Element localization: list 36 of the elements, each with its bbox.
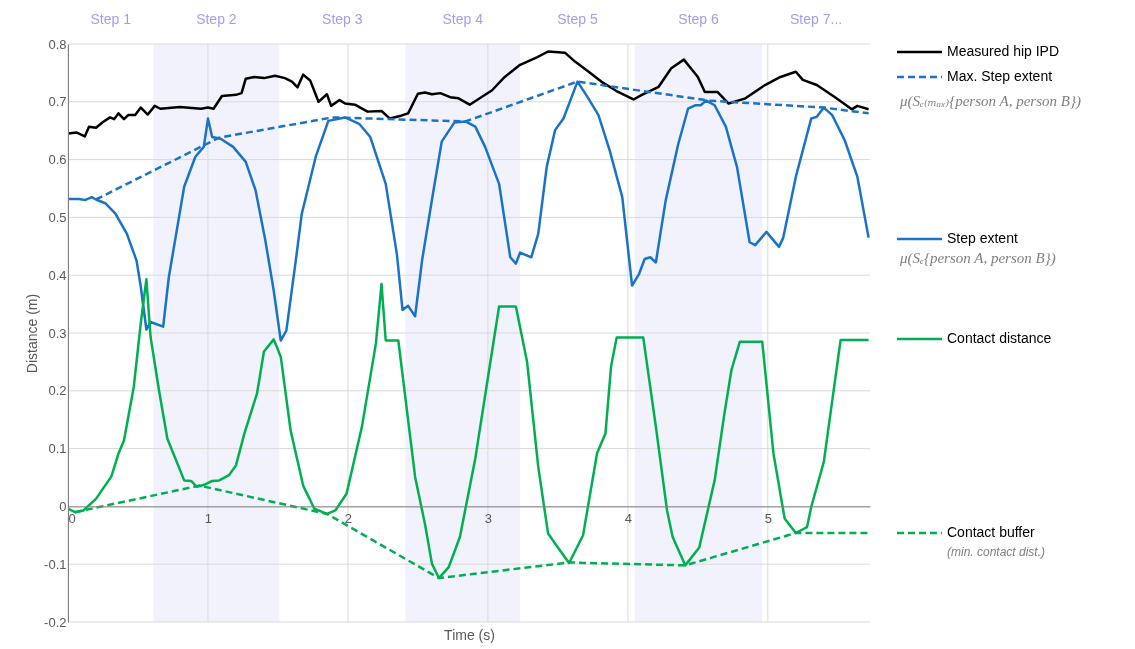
line-series — [68, 278, 870, 580]
line-series — [68, 80, 870, 342]
band-label: Step 4 — [442, 11, 484, 27]
y-tick-label: 0.8 — [48, 36, 67, 52]
y-tick-label: 0.5 — [48, 209, 67, 225]
text: μ(Sₑ₍ₘₐₓ₎{person A, person B}) — [899, 93, 1081, 110]
y-tick-label: 0.2 — [48, 383, 67, 399]
y-axis-title: Distance (m) — [24, 293, 41, 374]
text: Step 5 — [557, 11, 598, 27]
band-label: Step 6 — [678, 11, 719, 27]
legend-label: Max. Step extent — [947, 68, 1053, 84]
x-tick-label: 4 — [624, 510, 632, 526]
y-tick-label: 0.3 — [48, 325, 67, 341]
x-axis-title: Time (s) — [444, 626, 495, 643]
text: (min. contact dist.) — [947, 545, 1046, 559]
line-series — [68, 50, 870, 138]
legend-label: Step extent — [947, 230, 1018, 246]
y-tick-label: 0.4 — [48, 267, 67, 283]
legend-label: Contact distance — [947, 330, 1052, 346]
y-tick-label: 0 — [59, 498, 67, 514]
legend-label: Contact buffer — [947, 524, 1036, 540]
y-tick-label: 0.6 — [48, 152, 67, 168]
x-tick-label: 5 — [764, 510, 772, 526]
legend-label: Measured hip IPD — [947, 43, 1060, 59]
x-tick-label: 3 — [484, 510, 493, 526]
text: Step 3 — [322, 11, 363, 27]
y-tick-label: -0.1 — [44, 556, 67, 572]
x-tick-label: 2 — [344, 510, 353, 526]
y-tick-label: 0.1 — [48, 441, 67, 457]
y-tick-label: 0.7 — [48, 94, 67, 110]
text: μ(Sₑ{person A, person B}) — [899, 250, 1056, 267]
x-tick-label: 1 — [204, 510, 213, 526]
y-tick-label: -0.2 — [44, 614, 67, 630]
band-label: Step 2 — [196, 11, 237, 27]
text: Step 1 — [90, 11, 132, 27]
text: Step 7... — [790, 11, 843, 27]
